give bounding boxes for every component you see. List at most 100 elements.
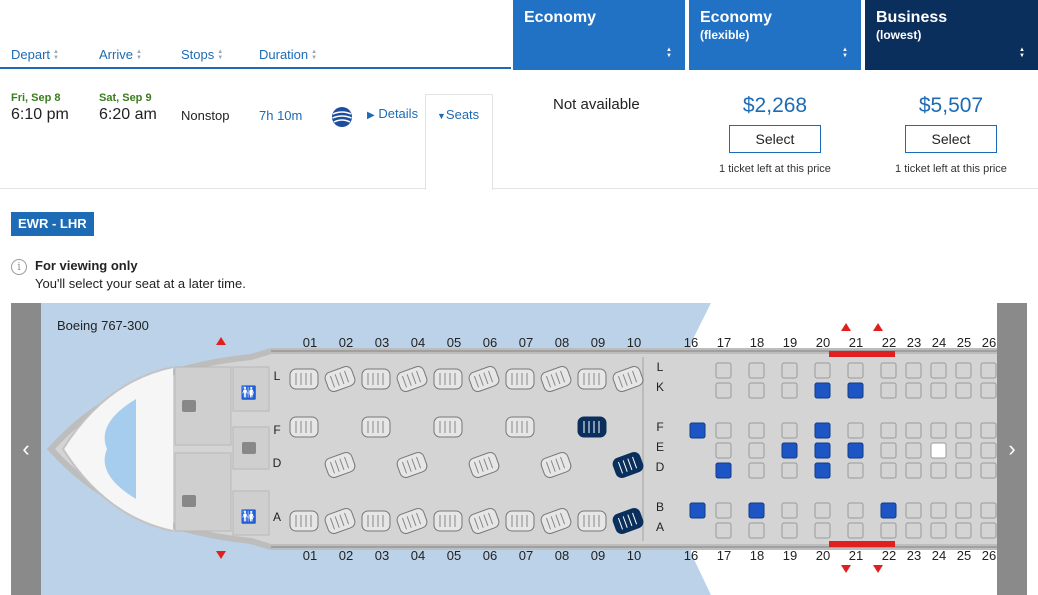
seat-letter-label: D xyxy=(273,456,282,470)
business-seat xyxy=(361,416,391,438)
seat-cushion xyxy=(295,421,312,433)
select-business-button[interactable]: Select xyxy=(905,125,997,153)
business-seat xyxy=(468,452,500,478)
seat-shell xyxy=(540,508,572,534)
fare-header-economy[interactable]: Economy ▲ ▼ xyxy=(513,0,685,70)
seat-shell xyxy=(612,366,644,392)
business-seat xyxy=(468,366,500,392)
seat-shell xyxy=(361,510,391,532)
seat-shell xyxy=(433,368,463,390)
seat xyxy=(715,362,732,379)
depart-time: 6:10 pm xyxy=(11,106,69,123)
fare-header-business[interactable]: Business (lowest) ▲ ▼ xyxy=(865,0,1038,70)
seat-shell xyxy=(433,416,463,438)
seat xyxy=(980,362,997,379)
row-number-label: 17 xyxy=(717,335,731,350)
seat-cushion xyxy=(583,515,600,527)
seat xyxy=(905,462,922,479)
seat xyxy=(955,442,972,459)
seat-available xyxy=(781,442,798,459)
seat-shell xyxy=(505,368,535,390)
details-link[interactable]: ▶ Details xyxy=(367,106,418,121)
sort-icon: ▲ ▼ xyxy=(666,47,672,59)
scroll-left-button[interactable]: ‹ xyxy=(11,303,41,595)
business-seat xyxy=(505,416,535,438)
seats-tab[interactable]: ▼Seats xyxy=(425,94,493,190)
sort-duration-label: Duration xyxy=(259,47,309,62)
seat xyxy=(880,362,897,379)
seat-shell xyxy=(289,416,319,438)
row-number-label: 19 xyxy=(783,335,797,350)
row-number-label: 10 xyxy=(627,335,641,350)
seat xyxy=(930,442,947,459)
business-seat xyxy=(468,508,500,534)
cockpit-window xyxy=(104,399,136,499)
notice-text: You'll select your seat at a later time. xyxy=(35,276,246,291)
seat-cushion xyxy=(617,370,638,388)
seat xyxy=(930,502,947,519)
seat xyxy=(880,422,897,439)
price-economy-flexible: $2,268 xyxy=(742,94,808,117)
seat-cushion xyxy=(439,421,456,433)
exit-marker-icon xyxy=(216,337,226,345)
row-number-label: 01 xyxy=(303,335,317,350)
seat-letter-label: L xyxy=(657,360,664,374)
seat-cushion xyxy=(367,515,384,527)
seat xyxy=(847,502,864,519)
seat-cushion xyxy=(473,370,494,388)
row-number-label: 21 xyxy=(849,335,863,350)
seat-available xyxy=(847,382,864,399)
exit-marker-icon xyxy=(873,565,883,573)
row-number-label: 09 xyxy=(591,548,605,563)
seat xyxy=(955,382,972,399)
seat xyxy=(980,422,997,439)
sort-stops[interactable]: Stops ▲ ▼ xyxy=(181,47,223,62)
seat-available xyxy=(814,422,831,439)
seat-cushion xyxy=(367,421,384,433)
row-number-label: 25 xyxy=(957,548,971,563)
seat-cushion xyxy=(401,456,422,474)
fare-header-economy-flexible[interactable]: Economy (flexible) ▲ ▼ xyxy=(689,0,861,70)
seat-cushion xyxy=(401,512,422,530)
seat xyxy=(748,522,765,539)
sort-icon: ▲ ▼ xyxy=(311,48,318,61)
arrive-time: 6:20 am xyxy=(99,106,157,123)
seat-shell xyxy=(540,366,572,392)
sort-depart[interactable]: Depart ▲ ▼ xyxy=(11,47,59,62)
row-number-label: 26 xyxy=(982,335,996,350)
seat-cushion xyxy=(473,512,494,530)
business-seat xyxy=(396,366,428,392)
seat-shell xyxy=(577,368,607,390)
seat-letter-label: E xyxy=(656,440,664,454)
seat-available xyxy=(715,462,732,479)
aircraft-type: Boeing 767-300 xyxy=(57,318,149,333)
sort-duration[interactable]: Duration ▲ ▼ xyxy=(259,47,317,62)
seat xyxy=(880,462,897,479)
price-business: $5,507 xyxy=(918,94,984,117)
galley xyxy=(232,426,270,470)
scroll-right-button[interactable]: › xyxy=(997,303,1027,595)
seat xyxy=(847,362,864,379)
select-economy-flexible-button[interactable]: Select xyxy=(729,125,821,153)
seat-shell xyxy=(612,452,644,478)
business-seat-available xyxy=(577,416,607,438)
business-seat xyxy=(577,368,607,390)
sort-arrive[interactable]: Arrive ▲ ▼ xyxy=(99,47,142,62)
chevron-right-icon: › xyxy=(1008,436,1016,461)
seat-letter-label: D xyxy=(656,460,665,474)
seat-cushion xyxy=(401,370,422,388)
seat-cushion xyxy=(545,370,566,388)
fare-title: Business xyxy=(876,9,948,26)
seat-shell xyxy=(361,416,391,438)
notice-title: For viewing only xyxy=(35,258,138,273)
seat-shell xyxy=(396,366,428,392)
seat-letter-label: L xyxy=(274,369,281,383)
seat xyxy=(980,442,997,459)
duration-value[interactable]: 7h 10m xyxy=(259,108,303,123)
business-seat-available xyxy=(612,508,644,534)
row-number-label: 23 xyxy=(907,335,921,350)
seat-shell xyxy=(289,510,319,532)
seat xyxy=(748,362,765,379)
fare-title: Economy xyxy=(524,9,597,26)
seat xyxy=(955,422,972,439)
